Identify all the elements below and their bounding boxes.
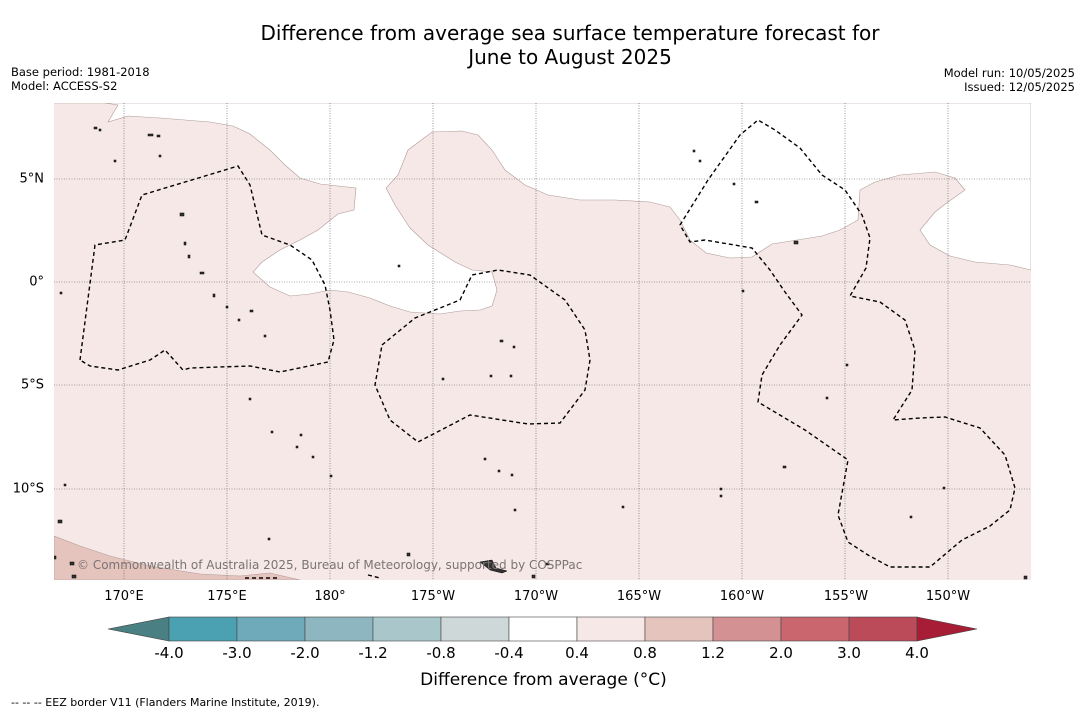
eez-borders	[79, 119, 1016, 579]
longitude-gridlines	[123, 103, 949, 580]
colorbar-tick-label: -2.0	[290, 644, 320, 662]
lat-label-5s: 5°S	[20, 377, 44, 393]
eez-border-line-islands	[679, 119, 1016, 568]
chart-title: Difference from average sea surface temp…	[0, 21, 1085, 69]
lon-label-170e: 170°E	[104, 589, 144, 604]
neutral-region-north-west	[54, 103, 1031, 315]
lon-label-165w: 165°W	[616, 589, 662, 604]
lat-label-5n: 5°N	[19, 171, 45, 187]
model-run-text: Model run: 10/05/2025	[943, 66, 1075, 80]
lon-label-150w: 150°W	[925, 589, 971, 604]
colorbar-extend-low	[107, 616, 170, 642]
colorbar-tick-label: 0.4	[565, 644, 589, 662]
model-text: Model: ACCESS-S2	[11, 79, 118, 93]
lat-label-10s: 10°S	[12, 481, 44, 497]
islands	[54, 126, 1028, 580]
title-line-2: June to August 2025	[468, 45, 672, 69]
copyright-text: © Commonwealth of Australia 2025, Bureau…	[77, 558, 583, 572]
colorbar-segment-2	[236, 616, 306, 642]
meta-left: Base period: 1981-2018 Model: ACCESS-S2	[11, 65, 150, 93]
colorbar-segment-9	[712, 616, 782, 642]
eez-border-phoenix	[374, 269, 591, 443]
issued-text: Issued: 12/05/2025	[964, 80, 1075, 94]
colorbar-tick-label: 4.0	[905, 644, 929, 662]
colorbar-tick-label: -0.4	[494, 644, 524, 662]
colorbar-segment-3	[304, 616, 374, 642]
colorbar-extend-high	[916, 616, 978, 642]
title-line-1: Difference from average sea surface temp…	[260, 21, 880, 45]
colorbar-segment-11	[848, 616, 918, 642]
latitude-gridlines	[54, 178, 1031, 490]
eez-border-bottom-left	[245, 574, 381, 579]
colorbar-tick-label: -4.0	[154, 644, 184, 662]
colorbar-segment-6	[508, 616, 578, 642]
colorbar-segment-1	[168, 616, 238, 642]
colorbar-segment-7	[576, 616, 646, 642]
base-period-text: Base period: 1981-2018	[11, 65, 150, 79]
colorbar-tick-label: -0.8	[426, 644, 456, 662]
eez-footnote: -- -- -- EEZ border V11 (Flanders Marine…	[11, 696, 320, 709]
colorbar-title: Difference from average (°C)	[420, 670, 667, 690]
lon-label-175w: 175°W	[410, 589, 456, 604]
anomaly-field-medium	[54, 535, 301, 580]
colorbar-tick-label: -1.2	[358, 644, 388, 662]
map-area	[54, 103, 1031, 580]
colorbar-segment-10	[780, 616, 850, 642]
lat-label-0: 0°	[29, 274, 44, 290]
lon-label-170w: 170°W	[513, 589, 559, 604]
colorbar-tick-label: -3.0	[222, 644, 252, 662]
colorbar-tick-label: 1.2	[701, 644, 725, 662]
colorbar-segment-4	[372, 616, 442, 642]
colorbar-segment-8	[644, 616, 714, 642]
colorbar-tick-label: 3.0	[837, 644, 861, 662]
eez-border-kiribati-gilberts	[79, 165, 335, 373]
lon-label-175e: 175°E	[207, 589, 247, 604]
colorbar-tick-label: 0.8	[633, 644, 657, 662]
colorbar-tick-label: 2.0	[769, 644, 793, 662]
meta-right: Model run: 10/05/2025 Issued: 12/05/2025	[944, 66, 1075, 94]
lon-label-155w: 155°W	[823, 589, 869, 604]
lon-label-180: 180°	[314, 589, 346, 604]
colorbar-segment-5	[440, 616, 510, 642]
lon-label-160w: 160°W	[719, 589, 765, 604]
colorbar	[107, 616, 978, 642]
